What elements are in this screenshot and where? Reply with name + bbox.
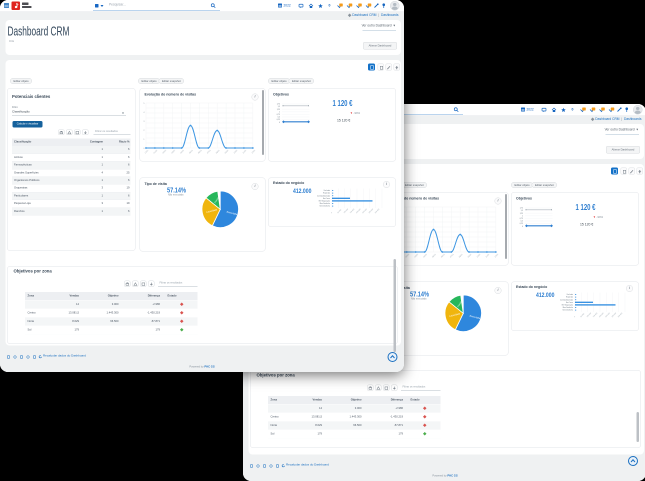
svg-text:Mau Desfecho: Mau Desfecho <box>320 203 330 205</box>
svg-text:Sem Desfecho: Sem Desfecho <box>563 310 574 312</box>
svg-text:0,5: 0,5 <box>278 117 280 119</box>
svg-text:12/21: 12/21 <box>145 150 150 155</box>
svg-text:1: 1 <box>279 111 280 113</box>
svg-text:Em Curso: Em Curso <box>566 302 573 304</box>
svg-text:0,75: 0,75 <box>520 218 523 220</box>
svg-text:02/22: 02/22 <box>405 254 410 259</box>
svg-text:Prevista: Prevista <box>457 299 464 308</box>
svg-text:09/22: 09/22 <box>468 254 473 259</box>
svg-text:03/22: 03/22 <box>414 254 419 259</box>
svg-text:250.000: 250.000 <box>362 208 368 214</box>
svg-text:Contrato Assinado: Contrato Assinado <box>560 298 573 301</box>
svg-text:02/22: 02/22 <box>162 150 167 155</box>
svg-text:Contrato Assinado: Contrato Assinado <box>317 194 330 197</box>
svg-text:0: 0 <box>279 122 280 124</box>
svg-text:08/22: 08/22 <box>216 150 221 155</box>
svg-text:10/22: 10/22 <box>234 150 239 155</box>
svg-text:50.000: 50.000 <box>337 209 342 214</box>
svg-text:1,25: 1,25 <box>277 109 280 111</box>
svg-text:07/22: 07/22 <box>207 150 212 155</box>
svg-text:Prevista: Prevista <box>214 195 221 204</box>
svg-text:04/22: 04/22 <box>423 254 428 259</box>
svg-text:150.000: 150.000 <box>593 312 599 318</box>
svg-text:100.000: 100.000 <box>586 312 592 318</box>
svg-text:Fechado: Fechado <box>324 190 330 192</box>
svg-text:50.000: 50.000 <box>580 313 585 318</box>
svg-text:300.000: 300.000 <box>368 208 374 214</box>
svg-text:Cancelada: Cancelada <box>206 209 218 214</box>
svg-text:5: 5 <box>143 103 145 105</box>
svg-text:100.000: 100.000 <box>343 208 349 214</box>
svg-text:Em Negociação: Em Negociação <box>562 303 573 306</box>
svg-text:Em Curso: Em Curso <box>323 198 330 200</box>
svg-text:0,75: 0,75 <box>277 114 280 116</box>
svg-text:Esperado: Esperado <box>323 193 330 195</box>
svg-text:2: 2 <box>143 130 145 132</box>
svg-text:Executada: Executada <box>469 315 481 321</box>
svg-text:350.000: 350.000 <box>375 208 381 214</box>
svg-text:350.000: 350.000 <box>618 312 624 318</box>
svg-text:Em Negociação: Em Negociação <box>319 199 330 202</box>
svg-text:01/22: 01/22 <box>153 150 158 155</box>
svg-text:1,75: 1,75 <box>520 208 523 210</box>
svg-text:Cancelada: Cancelada <box>449 313 461 318</box>
svg-text:0: 0 <box>522 226 523 228</box>
svg-text:04/22: 04/22 <box>180 150 185 155</box>
svg-text:300.000: 300.000 <box>611 312 617 318</box>
svg-text:Mau Desfecho: Mau Desfecho <box>563 307 573 309</box>
svg-text:1,75: 1,75 <box>277 104 280 106</box>
svg-text:11/22: 11/22 <box>242 150 247 155</box>
svg-text:0: 0 <box>331 212 333 214</box>
svg-text:05/22: 05/22 <box>432 254 437 259</box>
svg-text:200.000: 200.000 <box>356 208 362 214</box>
svg-text:Fechado: Fechado <box>567 294 573 296</box>
svg-text:0: 0 <box>574 316 576 318</box>
svg-text:0: 0 <box>143 148 145 150</box>
svg-text:1,5: 1,5 <box>521 210 523 212</box>
svg-text:150.000: 150.000 <box>350 208 356 214</box>
svg-text:1,25: 1,25 <box>520 213 523 215</box>
svg-text:Executada: Executada <box>226 211 238 217</box>
svg-text:250.000: 250.000 <box>605 312 611 318</box>
svg-text:0,25: 0,25 <box>520 223 523 225</box>
svg-text:06/22: 06/22 <box>198 150 203 155</box>
svg-text:06/22: 06/22 <box>441 254 446 259</box>
svg-text:Sem Desfecho: Sem Desfecho <box>320 206 331 208</box>
svg-text:09/22: 09/22 <box>225 150 230 155</box>
svg-text:08/22: 08/22 <box>459 254 464 259</box>
svg-text:0,25: 0,25 <box>277 119 280 121</box>
svg-text:Esperado: Esperado <box>566 297 573 299</box>
svg-text:12/22: 12/22 <box>251 150 256 155</box>
svg-text:05/22: 05/22 <box>189 150 194 155</box>
svg-text:0,5: 0,5 <box>521 221 523 223</box>
svg-text:1: 1 <box>522 215 523 217</box>
svg-text:03/22: 03/22 <box>171 150 176 155</box>
svg-text:11/22: 11/22 <box>485 254 490 259</box>
svg-text:07/22: 07/22 <box>450 254 455 259</box>
svg-text:12/22: 12/22 <box>494 254 499 259</box>
svg-text:1,5: 1,5 <box>278 106 280 108</box>
svg-text:3: 3 <box>143 121 145 123</box>
svg-text:1: 1 <box>143 139 145 141</box>
svg-text:4: 4 <box>143 112 145 114</box>
svg-text:10/22: 10/22 <box>477 254 482 259</box>
svg-text:200.000: 200.000 <box>599 312 605 318</box>
